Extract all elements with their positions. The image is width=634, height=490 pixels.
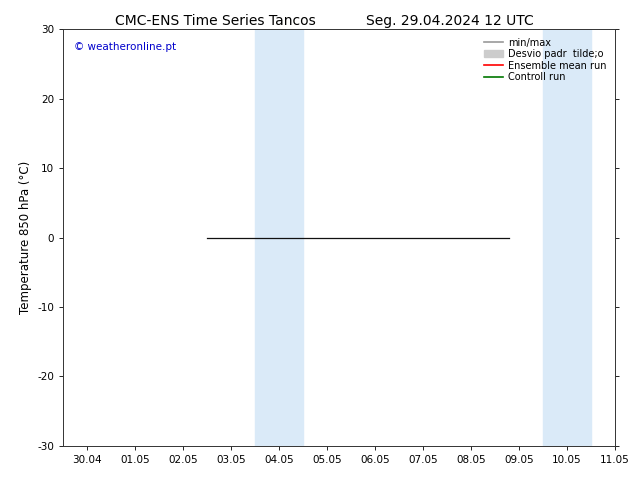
Y-axis label: Temperature 850 hPa (°C): Temperature 850 hPa (°C) [19,161,32,314]
Text: © weatheronline.pt: © weatheronline.pt [74,42,176,52]
Text: CMC-ENS Time Series Tancos: CMC-ENS Time Series Tancos [115,14,316,28]
Legend: min/max, Desvio padr  tilde;o, Ensemble mean run, Controll run: min/max, Desvio padr tilde;o, Ensemble m… [481,35,609,85]
Bar [256,29,303,446]
Bar [543,29,591,446]
Text: Seg. 29.04.2024 12 UTC: Seg. 29.04.2024 12 UTC [366,14,534,28]
